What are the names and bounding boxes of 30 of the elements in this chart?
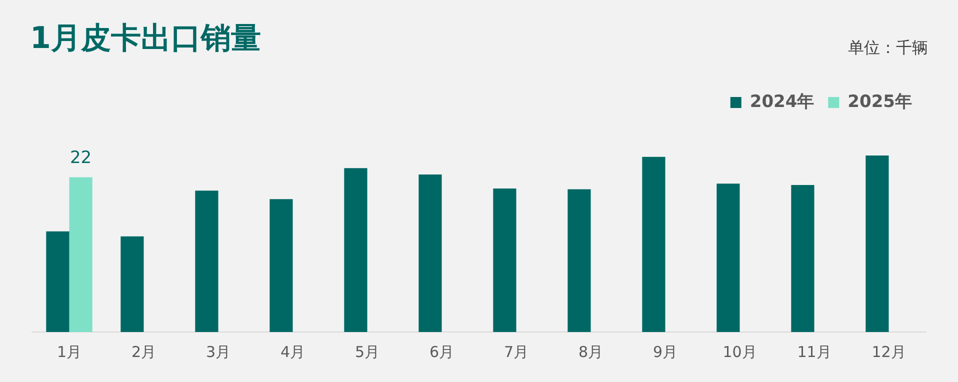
x-tick-label: 1月 bbox=[56, 342, 82, 361]
x-tick-label: 5月 bbox=[354, 342, 380, 361]
x-tick-label: 4月 bbox=[280, 342, 306, 361]
x-tick-label: 8月 bbox=[578, 342, 604, 361]
x-tick-label: 10月 bbox=[722, 342, 757, 361]
x-tick-label: 6月 bbox=[429, 342, 454, 361]
bar bbox=[270, 199, 293, 332]
bar bbox=[568, 189, 591, 332]
bar bbox=[493, 188, 516, 332]
bar bbox=[716, 184, 740, 332]
x-tick-label: 2月 bbox=[131, 342, 156, 361]
bar bbox=[418, 174, 442, 332]
x-tick-label: 3月 bbox=[206, 342, 231, 361]
bar bbox=[46, 231, 70, 332]
bar bbox=[344, 168, 368, 332]
bar bbox=[642, 156, 666, 332]
x-tick-label: 9月 bbox=[652, 342, 678, 361]
bar bbox=[69, 177, 92, 332]
bar bbox=[791, 185, 814, 332]
legend-label: 2025年 bbox=[848, 92, 912, 112]
x-tick-label: 7月 bbox=[504, 342, 529, 361]
chart-title: 1月皮卡出口销量 bbox=[30, 20, 261, 58]
bar bbox=[866, 155, 889, 332]
x-tick-label: 11月 bbox=[797, 342, 832, 361]
chart-subtitle: 单位：千辆 bbox=[848, 38, 928, 59]
legend-label: 2024年 bbox=[750, 92, 814, 112]
bar bbox=[195, 190, 218, 332]
bar bbox=[120, 236, 144, 332]
data-label: 22 bbox=[70, 148, 92, 168]
x-tick-label: 12月 bbox=[872, 342, 906, 361]
